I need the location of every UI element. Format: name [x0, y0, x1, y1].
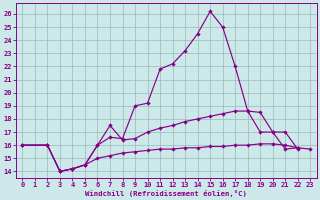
X-axis label: Windchill (Refroidissement éolien,°C): Windchill (Refroidissement éolien,°C) — [85, 190, 247, 197]
